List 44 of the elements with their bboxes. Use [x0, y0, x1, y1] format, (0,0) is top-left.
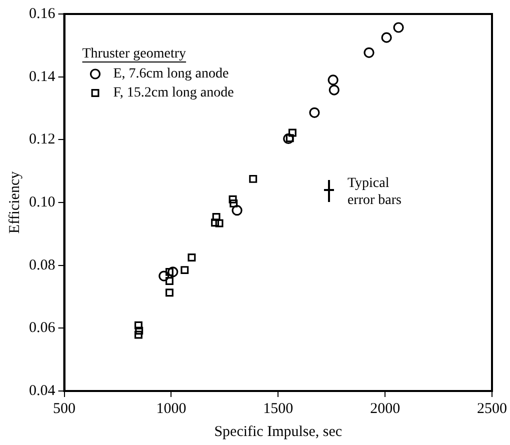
point: [286, 134, 294, 142]
point: [180, 266, 189, 274]
y-tick-label: 0.06: [29, 320, 56, 336]
point: [230, 199, 238, 208]
point: [165, 288, 174, 297]
point: [283, 133, 294, 144]
point: [212, 212, 220, 221]
legend-label: F, 15.2cm long anode: [113, 86, 234, 101]
point: [364, 47, 374, 58]
legend-title: Thruster geometry: [82, 46, 186, 62]
point: [135, 326, 144, 335]
annotation: Typical error bars: [347, 176, 402, 208]
x-tick-label: 1500: [263, 400, 294, 417]
point: [328, 84, 340, 96]
legend-label: E, 7.6cm long anode: [113, 66, 229, 82]
x-axis-title: Specific Impulse, sec: [214, 424, 342, 440]
point: [165, 277, 174, 286]
y-tick-label: 0.08: [29, 257, 56, 274]
point: [165, 268, 174, 276]
point: [232, 205, 242, 216]
point: [328, 74, 338, 86]
y-tick-label: 0.12: [29, 132, 56, 148]
x-tick-label: 1000: [156, 400, 186, 417]
x-tick-label: 2500: [477, 400, 507, 417]
point: [211, 218, 220, 227]
y-tick-label: 0.14: [29, 68, 56, 85]
y-tick-label: 0.04: [29, 382, 56, 399]
point: [134, 321, 142, 330]
y-tick-label: 0.10: [29, 194, 56, 210]
point: [309, 107, 320, 118]
y-tick-label: 0.16: [29, 6, 56, 22]
point: [168, 266, 178, 278]
point: [188, 253, 196, 262]
x-tick-label: 500: [53, 400, 76, 417]
point: [228, 195, 237, 204]
point: [215, 219, 224, 228]
point: [134, 330, 142, 339]
x-tick-label: 2000: [370, 400, 400, 417]
point: [249, 174, 258, 183]
point: [288, 128, 296, 137]
point: [393, 22, 404, 33]
point: [381, 32, 392, 43]
point: [158, 270, 170, 282]
y-axis-title: Efficiency: [6, 170, 23, 234]
